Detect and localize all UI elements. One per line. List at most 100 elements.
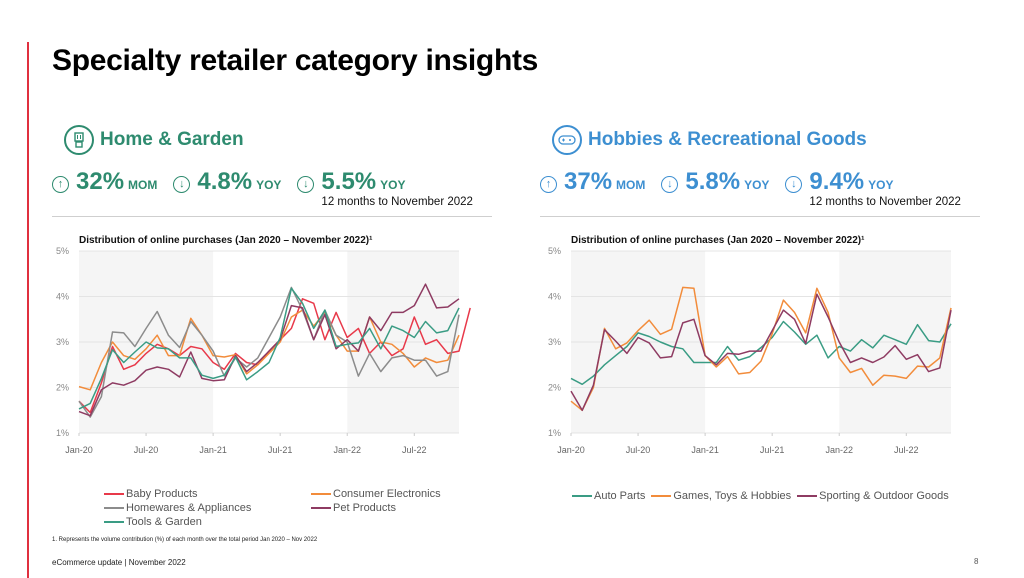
x-tick-label: Jul-20 (134, 445, 159, 455)
divider (52, 216, 492, 217)
legend-home-garden: Baby Products Consumer Electronics Homewar… (104, 487, 464, 529)
y-tick-label: 2% (548, 383, 561, 393)
stat-value: 5.8% (685, 168, 741, 195)
stat-mom: ↑ 32% MOM (52, 168, 157, 196)
x-tick-label: Jan-21 (691, 445, 719, 455)
legend-item: Auto Parts (572, 489, 645, 503)
stat-unit: YOY (380, 178, 406, 192)
y-tick-label: 5% (56, 246, 69, 256)
stat-yoy-12m: ↓ 9.4% YOY 12 months to November 2022 (785, 168, 961, 208)
series-line-pet-products (78, 283, 460, 417)
y-tick-label: 4% (56, 292, 69, 302)
legend-item: Homewares & Appliances (104, 501, 311, 515)
stat-value: 9.4% (809, 168, 865, 195)
stat-value: 32% (76, 168, 125, 195)
stat-yoy: ↓ 4.8% YOY (173, 168, 281, 196)
series-line-sporting-outdoor-goods (570, 293, 952, 412)
legend-swatch (104, 521, 124, 523)
legend-item: Sporting & Outdoor Goods (797, 489, 949, 503)
blender-icon (64, 125, 94, 155)
y-tick-label: 1% (56, 428, 69, 438)
series-line-auto-parts (570, 320, 952, 386)
chart-title: Distribution of online purchases (Jan 20… (571, 235, 865, 246)
stat-unit: YOY (868, 178, 894, 192)
x-tick-label: Jan-22 (825, 445, 853, 455)
legend-swatch (311, 493, 331, 495)
x-tick-label: Jul-22 (402, 445, 427, 455)
footnote: 1. Represents the volume contribution (%… (52, 537, 318, 543)
legend-label: Consumer Electronics (333, 488, 441, 500)
stat-value: 37% (564, 168, 613, 195)
arrow-down-circle-icon: ↓ (661, 175, 679, 193)
accent-bar (27, 42, 29, 578)
panel-home-garden: Home & Garden ↑ 32% MOM ↓ 4.8% YOY ↓ 5.5… (52, 122, 492, 208)
x-tick-label: Jan-22 (333, 445, 361, 455)
legend-label: Games, Toys & Hobbies (673, 490, 792, 502)
legend-item: Games, Toys & Hobbies (651, 489, 791, 503)
category-title: Home & Garden (100, 129, 244, 150)
x-tick-label: Jul-21 (760, 445, 785, 455)
legend-label: Tools & Garden (126, 516, 202, 528)
legend-swatch (311, 507, 331, 509)
stat-unit: MOM (616, 178, 646, 192)
series-line-homewares-appliances (78, 286, 460, 418)
chart-title: Distribution of online purchases (Jan 20… (79, 235, 373, 246)
y-tick-label: 4% (548, 292, 561, 302)
x-tick-label: Jan-20 (65, 445, 93, 455)
legend-label: Homewares & Appliances (126, 502, 252, 514)
arrow-up-circle-icon: ↑ (540, 175, 557, 193)
page-number: 8 (974, 557, 979, 566)
legend-item: Pet Products (311, 501, 471, 515)
arrow-down-circle-icon: ↓ (297, 175, 315, 193)
x-tick-label: Jul-20 (626, 445, 651, 455)
legend-label: Auto Parts (594, 490, 646, 502)
legend-label: Sporting & Outdoor Goods (819, 490, 949, 502)
legend-item: Consumer Electronics (311, 487, 471, 501)
legend-item: Tools & Garden (104, 515, 311, 529)
x-tick-label: Jan-21 (199, 445, 227, 455)
y-tick-label: 3% (548, 337, 561, 347)
stat-subtitle: 12 months to November 2022 (321, 196, 473, 208)
y-tick-label: 5% (548, 246, 561, 256)
series-line-consumer-electronics (78, 309, 460, 391)
stat-yoy-12m: ↓ 5.5% YOY 12 months to November 2022 (297, 168, 473, 208)
legend-label: Pet Products (333, 502, 396, 514)
category-title: Hobbies & Recreational Goods (588, 129, 867, 150)
arrow-down-circle-icon: ↓ (173, 175, 191, 193)
stat-unit: MOM (128, 178, 158, 192)
stat-value: 5.5% (321, 168, 377, 195)
category-header: Home & Garden (52, 122, 492, 158)
legend-hobbies: Auto Parts Games, Toys & Hobbies Sporting … (572, 489, 949, 503)
gamepad-icon (552, 125, 582, 155)
series-line-tools-garden (78, 287, 460, 410)
footer-text: eCommerce update | November 2022 (52, 558, 186, 567)
panel-hobbies: Hobbies & Recreational Goods ↑ 37% MOM ↓… (540, 122, 980, 208)
arrow-up-circle-icon: ↑ (52, 175, 69, 193)
stat-mom: ↑ 37% MOM (540, 168, 645, 196)
stats-row: ↑ 37% MOM ↓ 5.8% YOY ↓ 9.4% YOY 12 month… (540, 168, 980, 208)
legend-swatch (572, 495, 592, 497)
chart-home-garden: Distribution of online purchases (Jan 20… (56, 235, 471, 455)
stats-row: ↑ 32% MOM ↓ 4.8% YOY ↓ 5.5% YOY 12 month… (52, 168, 492, 208)
legend-swatch (651, 495, 672, 497)
stat-yoy: ↓ 5.8% YOY (661, 168, 769, 196)
y-tick-label: 2% (56, 383, 69, 393)
chart-hobbies: Distribution of online purchases (Jan 20… (548, 235, 952, 455)
x-tick-label: Jul-21 (268, 445, 293, 455)
legend-label: Baby Products (126, 488, 198, 500)
y-tick-label: 1% (548, 428, 561, 438)
stat-value: 4.8% (197, 168, 253, 195)
stat-subtitle: 12 months to November 2022 (809, 196, 961, 208)
legend-swatch (104, 507, 124, 509)
legend-swatch (104, 493, 124, 495)
page-title: Specialty retailer category insights (52, 44, 539, 77)
arrow-down-circle-icon: ↓ (785, 175, 803, 193)
divider (540, 216, 980, 217)
category-header: Hobbies & Recreational Goods (540, 122, 980, 158)
legend-swatch (797, 495, 818, 497)
y-tick-label: 3% (56, 337, 69, 347)
stat-unit: YOY (744, 178, 770, 192)
x-tick-label: Jan-20 (557, 445, 585, 455)
x-tick-label: Jul-22 (894, 445, 919, 455)
series-line-games-toys-hobbies (570, 286, 952, 412)
